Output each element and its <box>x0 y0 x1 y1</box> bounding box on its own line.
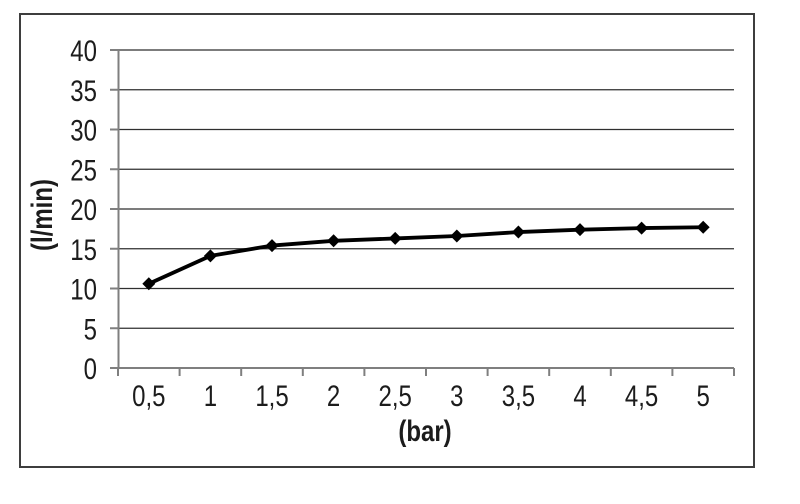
data-point-marker <box>388 231 402 245</box>
data-point-marker <box>203 249 217 263</box>
x-tick-label: 2,5 <box>379 378 412 412</box>
data-point-marker <box>635 221 649 235</box>
y-axis-title: (l/min) <box>26 179 59 251</box>
data-point-marker <box>511 225 525 239</box>
y-tick-label: 40 <box>70 33 97 67</box>
y-tick-label: 5 <box>84 312 97 346</box>
x-tick-label: 5 <box>697 378 710 412</box>
data-point-marker <box>142 277 156 291</box>
data-line <box>146 225 706 286</box>
data-point-marker <box>265 239 279 253</box>
x-tick-label: 1 <box>204 378 217 412</box>
x-tick-label: 3,5 <box>502 378 535 412</box>
x-tick-label: 2 <box>327 378 340 412</box>
x-tick-label: 1,5 <box>255 378 288 412</box>
data-point-marker <box>696 220 710 234</box>
y-tick-label: 35 <box>70 73 97 107</box>
x-tick-label: 0,5 <box>132 378 165 412</box>
y-tick-label: 20 <box>70 192 97 226</box>
data-point-marker <box>327 234 341 248</box>
y-tick-label: 0 <box>84 351 97 385</box>
x-tick-label: 4,5 <box>625 378 658 412</box>
y-tick-label: 15 <box>70 232 97 266</box>
y-tick-label: 30 <box>70 113 97 147</box>
data-point-marker <box>450 229 464 243</box>
y-tick-label: 25 <box>70 153 97 187</box>
x-tick-label: 3 <box>450 378 463 412</box>
x-tick-label: 4 <box>573 378 586 412</box>
x-axis-title: (bar) <box>398 415 452 448</box>
y-tick-label: 10 <box>70 272 97 306</box>
data-point-marker <box>573 223 587 237</box>
